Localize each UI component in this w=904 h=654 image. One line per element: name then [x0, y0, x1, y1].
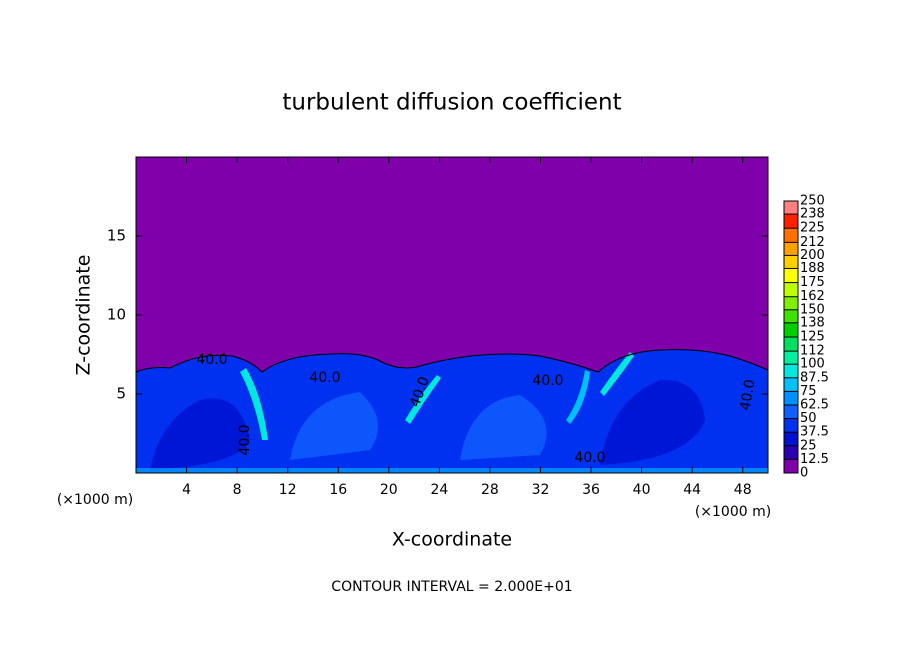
x-tick-label: 20 — [380, 482, 398, 498]
colorbar-swatch — [784, 364, 798, 378]
colorbar-swatch — [784, 242, 798, 256]
colorbar-label: 175 — [800, 275, 825, 290]
colorbar-label: 0 — [800, 466, 808, 481]
colorbar-label: 212 — [800, 235, 825, 250]
x-tick-label: 32 — [532, 482, 550, 498]
contour-label: 40.0 — [237, 424, 253, 455]
colorbar-label: 25 — [800, 438, 817, 453]
colorbar-swatch — [784, 445, 798, 460]
chart-title: turbulent diffusion coefficient — [282, 90, 621, 116]
colorbar-swatch — [784, 309, 798, 323]
colorbar-label: 162 — [800, 289, 825, 304]
colorbar-swatch — [784, 432, 798, 446]
colorbar-label: 188 — [800, 261, 825, 276]
contour-label: 40.0 — [737, 378, 758, 411]
colorbar-label: 75 — [800, 384, 817, 399]
colorbar-swatch — [784, 351, 798, 365]
colorbar-label: 200 — [800, 248, 825, 263]
x-tick-label: 40 — [633, 482, 651, 498]
contour-label: 40.0 — [574, 450, 605, 466]
colorbar-label: 238 — [800, 207, 825, 222]
colorbar-swatch — [784, 214, 798, 229]
y-tick-label: 5 — [116, 385, 126, 403]
colorbar-label: 150 — [800, 302, 825, 317]
x-tick-label: 44 — [683, 482, 701, 498]
colorbar-swatch — [784, 418, 798, 433]
x-axis-label: X-coordinate — [392, 529, 512, 551]
colorbar-label: 225 — [800, 221, 825, 236]
x-tick-label: 48 — [734, 482, 752, 498]
x-tick-label: 24 — [430, 482, 448, 498]
colorbar-swatch — [784, 459, 798, 473]
colorbar-swatch — [784, 322, 798, 337]
footer: CONTOUR INTERVAL = 2.000E+01 — [331, 579, 572, 595]
contour-label: 40.0 — [196, 352, 227, 368]
x-tick-label: 36 — [582, 482, 600, 498]
colorbar-swatch — [784, 255, 798, 269]
colorbar-label: 112 — [800, 344, 825, 359]
colorbar-swatch — [784, 405, 798, 419]
colorbar-label: 138 — [800, 315, 825, 330]
colorbar-label: 250 — [800, 194, 825, 209]
colorbar-swatch — [784, 228, 798, 243]
x-tick-label: 4 — [182, 482, 191, 498]
contour-label: 40.0 — [309, 370, 340, 386]
colorbar-label: 125 — [800, 330, 825, 345]
colorbar-swatch — [784, 377, 798, 392]
colorbar-label: 87.5 — [800, 370, 829, 385]
x-tick-label: 8 — [233, 482, 242, 498]
turbulent-layer — [135, 349, 769, 473]
colorbar-swatch — [784, 201, 798, 215]
colorbar-label: 37.5 — [800, 425, 829, 440]
colorbar-label: 100 — [800, 357, 825, 372]
y-unit-label: (×1000 m) — [57, 492, 133, 508]
colorbar-swatch — [784, 337, 798, 352]
colorbar-swatch — [784, 391, 798, 405]
colorbar-swatch — [784, 268, 798, 283]
x-tick-label: 16 — [329, 482, 347, 498]
contour-label: 40.0 — [532, 373, 563, 389]
y-tick-label: 10 — [107, 306, 126, 324]
colorbar-label: 12.5 — [800, 452, 829, 467]
colorbar-label: 62.5 — [800, 398, 829, 413]
y-axis-label: Z-coordinate — [73, 255, 95, 376]
colorbar-swatch — [784, 282, 798, 297]
y-tick-label: 15 — [107, 227, 126, 245]
x-unit-label: (×1000 m) — [695, 504, 771, 520]
colorbar-swatch — [784, 296, 798, 310]
x-tick-label: 12 — [279, 482, 297, 498]
x-tick-label: 28 — [481, 482, 499, 498]
colorbar-label: 50 — [800, 411, 817, 426]
